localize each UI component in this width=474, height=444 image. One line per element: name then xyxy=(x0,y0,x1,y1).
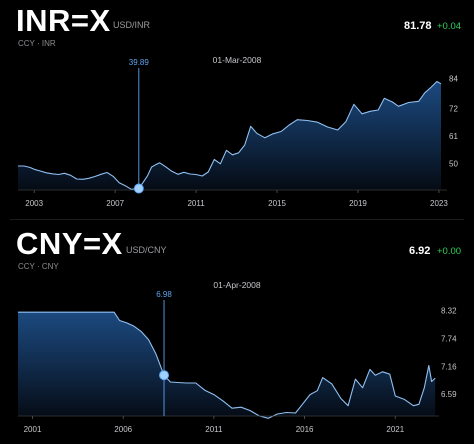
x-tick-label: 2011 xyxy=(187,199,205,208)
usd-cny-chart[interactable]: 2001 2006 2011 2016 2021 8.32 7.74 7.16 6.59 6.98 xyxy=(0,222,474,444)
ticker-symbol: CNY=X xyxy=(16,226,123,261)
highlight-value-label: 39.89 xyxy=(129,58,150,67)
x-tick-label: 2023 xyxy=(430,199,448,208)
highlight-point[interactable] xyxy=(133,183,144,194)
current-price: 6.92 xyxy=(409,245,431,257)
y-tick-label: 72 xyxy=(449,104,458,113)
highlight-point[interactable] xyxy=(159,370,170,381)
x-tick-label: 2019 xyxy=(349,199,367,208)
y-tick-label: 7.74 xyxy=(441,334,457,343)
panel-divider xyxy=(10,219,464,220)
price-line xyxy=(18,311,436,419)
usd-inr-panel: INR=X USD/INR CCY · INR 81.78 +0.04 01-M… xyxy=(0,0,474,218)
highlight-value-label: 6.98 xyxy=(156,290,172,299)
y-tick-label: 61 xyxy=(449,132,458,141)
x-tick-label: 2015 xyxy=(268,199,286,208)
price-change: +0.04 xyxy=(437,21,462,32)
current-price: 81.78 xyxy=(404,20,432,32)
y-tick-label: 8.32 xyxy=(441,306,457,315)
x-tick-label: 2021 xyxy=(386,425,404,434)
price-change: +0.00 xyxy=(437,246,462,257)
selected-date: 01-Mar-2008 xyxy=(212,55,262,65)
currency-pair: USD/CNY xyxy=(126,245,167,255)
usd-inr-chart[interactable]: 2003 2007 2011 2015 2019 2023 84 72 61 50 39.89 xyxy=(0,0,474,218)
y-tick-label: 7.16 xyxy=(441,362,457,371)
x-tick-label: 2007 xyxy=(106,199,124,208)
y-tick-label: 50 xyxy=(449,159,458,168)
x-tick-label: 2006 xyxy=(114,425,132,434)
y-tick-label: 6.59 xyxy=(441,390,457,399)
x-tick-label: 2011 xyxy=(205,425,223,434)
x-tick-label: 2001 xyxy=(24,425,42,434)
selected-date: 01-Apr-2008 xyxy=(213,280,261,290)
instrument-subtitle: CCY · INR xyxy=(18,39,56,48)
currency-pair: USD/INR xyxy=(113,20,151,30)
area-fill xyxy=(18,312,436,419)
instrument-subtitle: CCY · CNY xyxy=(18,262,59,271)
usd-cny-panel: CNY=X USD/CNY CCY · CNY 6.92 +0.00 01-Ap… xyxy=(0,222,474,444)
ticker-symbol: INR=X xyxy=(16,3,111,38)
price-line xyxy=(18,80,442,190)
x-tick-label: 2016 xyxy=(296,425,314,434)
y-tick-label: 84 xyxy=(449,74,458,83)
area-fill xyxy=(18,81,441,190)
x-tick-label: 2003 xyxy=(25,199,43,208)
